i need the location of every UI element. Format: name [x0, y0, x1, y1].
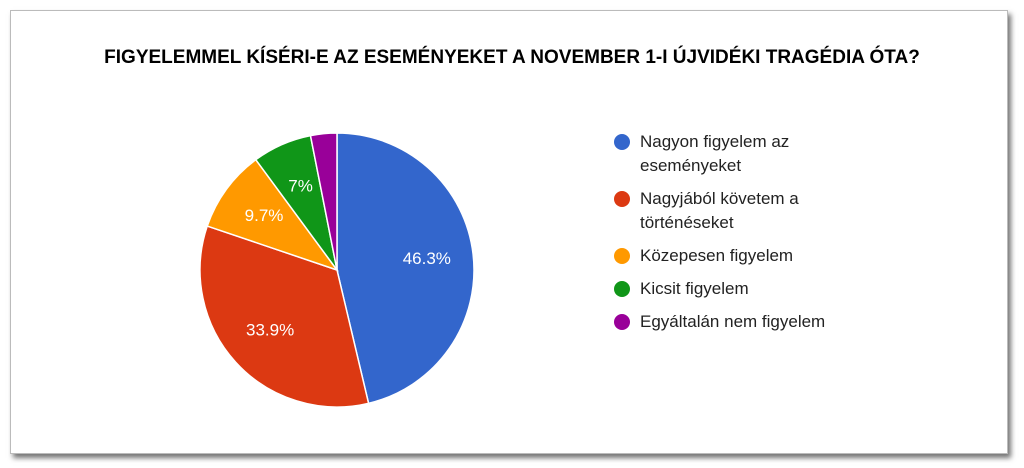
slice-label: 46.3% — [403, 249, 451, 268]
legend-item: Kicsit figyelem — [614, 277, 864, 301]
legend-item: Közepesen figyelem — [614, 244, 864, 268]
chart-title: FIGYELEMMEL KÍSÉRI-E AZ ESEMÉNYEKET A NO… — [104, 46, 920, 68]
slice-label: 9.7% — [245, 206, 284, 225]
legend-item: Nagyjából követem a történéseket — [614, 187, 864, 235]
legend-swatch — [614, 314, 630, 330]
legend-swatch — [614, 248, 630, 264]
legend-item: Nagyon figyelem az eseményeket — [614, 130, 864, 178]
legend-label: Nagyon figyelem az eseményeket — [640, 132, 790, 175]
legend-label: Nagyjából követem a történéseket — [640, 189, 799, 232]
pie-slice — [336, 132, 475, 405]
legend-swatch — [614, 191, 630, 207]
legend-label: Egyáltalán nem figyelem — [640, 312, 826, 331]
legend-swatch — [614, 281, 630, 297]
legend-label: Kicsit figyelem — [640, 279, 749, 298]
chart-card — [10, 10, 1008, 454]
legend-swatch — [614, 134, 630, 150]
pie-slice — [309, 132, 338, 271]
legend: Nagyon figyelem az eseményeket Nagyjából … — [614, 130, 864, 343]
pie-slice — [199, 225, 370, 408]
slice-label: 7% — [288, 177, 313, 196]
slice-label: 33.9% — [246, 320, 294, 339]
legend-item: Egyáltalán nem figyelem — [614, 310, 864, 334]
pie-slice — [206, 158, 340, 272]
legend-label: Közepesen figyelem — [640, 246, 794, 265]
